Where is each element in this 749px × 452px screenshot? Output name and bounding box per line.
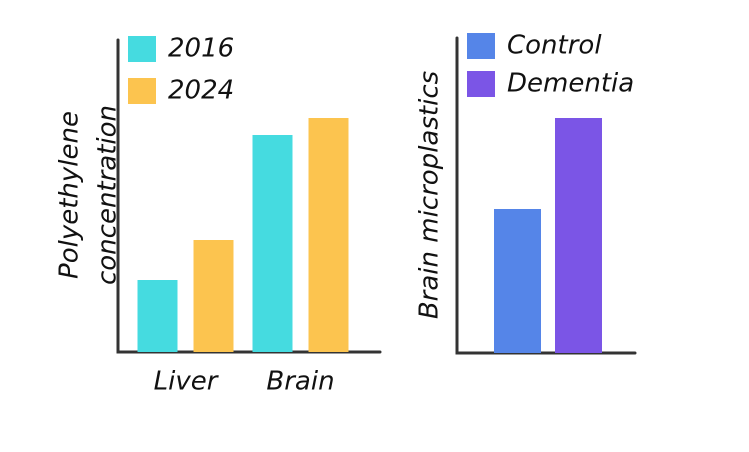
bar (308, 118, 349, 352)
bar (252, 135, 293, 352)
y-axis-label: Brain microplastics (415, 71, 445, 319)
y-axis-label-line: Brain microplastics (415, 71, 445, 319)
x-tick-label: Brain (266, 367, 334, 397)
legend-swatch (467, 33, 495, 59)
left-axes (116, 38, 382, 354)
legend-label: 2016 (168, 34, 234, 64)
legend-swatch (128, 78, 156, 104)
bar (555, 118, 602, 353)
bar (193, 240, 234, 352)
legend-label: 2024 (168, 76, 234, 106)
legend-swatch (467, 71, 495, 97)
y-axis-label: Polyethylene concentration (55, 105, 123, 285)
legend-label: Control (507, 31, 602, 61)
y-axis-label-line: concentration (93, 105, 123, 285)
y-axis-label-line: Polyethylene (55, 111, 85, 279)
legend-swatch (128, 36, 156, 62)
bar (137, 280, 178, 352)
bar (494, 209, 541, 353)
legend-label: Dementia (507, 69, 634, 99)
x-tick-label: Liver (154, 367, 220, 397)
